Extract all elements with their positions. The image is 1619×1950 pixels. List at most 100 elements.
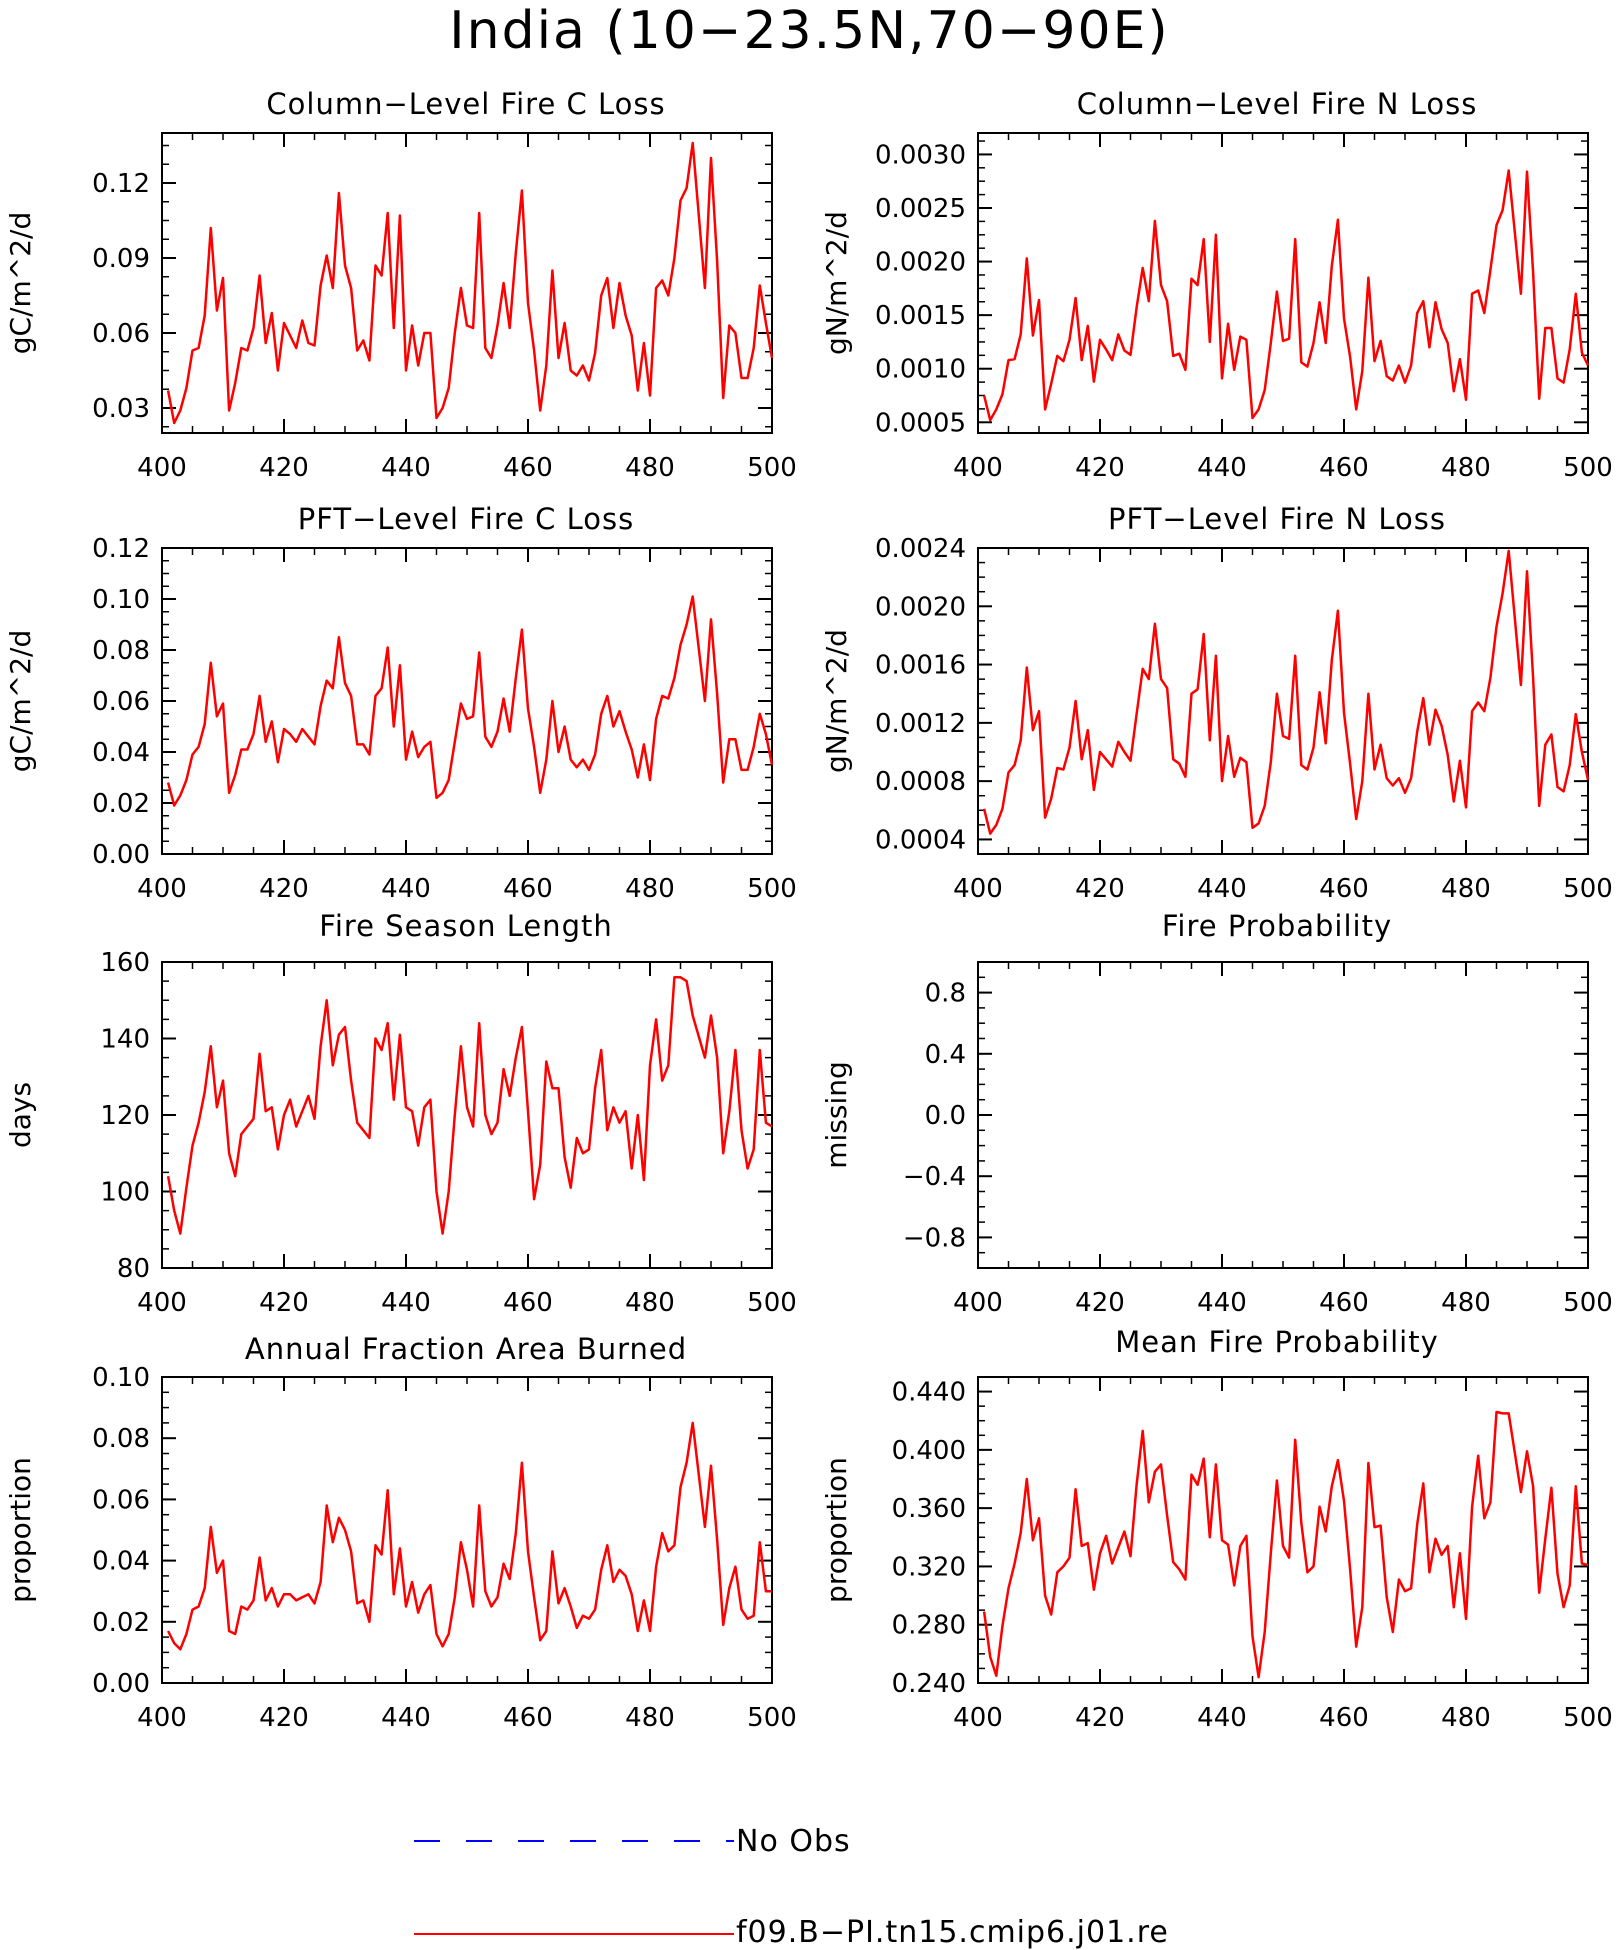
chart-panel-8: 400 420 440 460 480 500 0.240 0.280 0.320 0.360 0.… [820, 1376, 1613, 1733]
y-tick-label: 0.360 [892, 1494, 966, 1524]
x-tick-label: 440 [1197, 1288, 1247, 1318]
x-tick-label: 480 [625, 874, 675, 904]
y-axis-label: gC/m^2/d [4, 212, 37, 355]
y-tick-label: 0.8 [925, 979, 966, 1009]
y-tick-label: 0.280 [892, 1611, 966, 1641]
y-tick-label: 160 [100, 948, 150, 978]
y-tick-label: 0.03 [92, 394, 150, 424]
y-tick-label: 0.09 [92, 244, 150, 274]
y-tick-label: 0.4 [925, 1040, 966, 1070]
panel-title-8: Mean Fire Probability [1115, 1325, 1439, 1359]
series-line [982, 1410, 1589, 1679]
x-tick-label: 460 [503, 874, 553, 904]
legend-label-model: f09.B−PI.tn15.cmip6.j01.re [736, 1915, 1169, 1950]
x-tick-label: 420 [259, 1288, 309, 1318]
panel-title-4: PFT−Level Fire N Loss [1108, 502, 1446, 536]
panel-title-6: Fire Probability [1161, 909, 1393, 943]
plot-frame [977, 132, 1589, 434]
y-tick-label: 0.0015 [875, 301, 966, 331]
x-tick-label: 460 [503, 1288, 553, 1318]
x-tick-label: 440 [381, 1288, 431, 1318]
x-tick-label: 480 [625, 1288, 675, 1318]
panel-title-3: PFT−Level Fire C Loss [297, 502, 635, 536]
x-tick-label: 420 [1075, 453, 1125, 483]
x-tick-label: 460 [503, 1703, 553, 1733]
x-tick-label: 400 [137, 453, 187, 483]
y-tick-label: 0.240 [892, 1669, 966, 1699]
x-tick-label: 440 [1197, 453, 1247, 483]
series-line [166, 141, 774, 425]
x-tick-label: 400 [137, 874, 187, 904]
chart-panel-1: 400 420 440 460 480 500 0.03 0.06 0.09 0.12 gC/m^2… [4, 132, 797, 483]
y-tick-label: 0.06 [92, 687, 150, 717]
y-tick-label: 0.0030 [875, 140, 966, 170]
y-tick-label: 0.0010 [875, 355, 966, 385]
x-tick-label: 500 [1563, 453, 1613, 483]
y-tick-label: 0.00 [92, 840, 150, 870]
y-tick-label: 0.0008 [875, 767, 966, 797]
y-tick-label: 0.12 [92, 169, 150, 199]
y-tick-label: 0.12 [92, 534, 150, 564]
x-tick-label: 440 [1197, 874, 1247, 904]
y-tick-label: 0.0024 [875, 534, 966, 564]
x-tick-label: 400 [953, 453, 1003, 483]
y-tick-label: 0.08 [92, 1424, 150, 1454]
series-line [166, 976, 773, 1235]
x-tick-label: 400 [137, 1288, 187, 1318]
y-axis-label: days [4, 1082, 37, 1148]
plot-frame [161, 1376, 773, 1684]
chart-panel-7: 400 420 440 460 480 500 0.00 0.02 0.04 0.06 0.08 0.… [4, 1363, 797, 1733]
series-line [982, 169, 1590, 422]
x-tick-label: 460 [503, 453, 553, 483]
chart-panel-3: 400 420 440 460 480 500 0.00 0.02 0.04 0.06 0.08 0.… [4, 534, 797, 904]
y-tick-label: −0.4 [903, 1162, 966, 1192]
x-tick-label: 440 [1197, 1703, 1247, 1733]
panel-title-1: Column−Level Fire C Loss [266, 87, 666, 121]
x-tick-label: 420 [259, 1703, 309, 1733]
x-tick-label: 460 [1319, 453, 1369, 483]
y-tick-label: 0.04 [92, 1547, 150, 1577]
y-tick-label: 0.0005 [875, 408, 966, 438]
y-tick-label: 0.08 [92, 636, 150, 666]
y-tick-label: 0.320 [892, 1552, 966, 1582]
y-tick-label: 0.0016 [875, 651, 966, 681]
x-tick-label: 480 [1441, 1703, 1491, 1733]
y-axis-label: proportion [820, 1457, 853, 1603]
panel-title-2: Column−Level Fire N Loss [1076, 87, 1478, 121]
y-axis-label: gC/m^2/d [4, 630, 37, 773]
x-tick-label: 420 [1075, 1288, 1125, 1318]
series-line [166, 1421, 772, 1651]
x-tick-label: 500 [747, 453, 797, 483]
legend-label-no-obs: No Obs [736, 1824, 851, 1859]
plot-frame [161, 547, 773, 855]
y-tick-label: 0.00 [92, 1669, 150, 1699]
x-tick-label: 440 [381, 1703, 431, 1733]
x-tick-label: 480 [1441, 1288, 1491, 1318]
x-tick-label: 500 [1563, 1703, 1613, 1733]
y-tick-label: 120 [100, 1101, 150, 1131]
y-axis-label: missing [820, 1061, 853, 1169]
y-axis-label: gN/m^2/d [820, 629, 853, 773]
chart-panel-6: 400 420 440 460 480 500 −0.8 −0.4 0.0 0.4 0.8 missi… [820, 961, 1613, 1318]
x-tick-label: 420 [1075, 874, 1125, 904]
y-tick-label: 80 [117, 1254, 150, 1284]
y-tick-label: 0.02 [92, 1608, 150, 1638]
y-tick-label: 0.06 [92, 1485, 150, 1515]
y-tick-label: 0.06 [92, 319, 150, 349]
x-tick-label: 500 [747, 1288, 797, 1318]
plot-frame [161, 132, 773, 434]
legend-line-model [414, 1933, 734, 1935]
y-tick-label: 0.02 [92, 789, 150, 819]
chart-panel-4: 400 420 440 460 480 500 0.0004 0.0008 0.0012 0.00… [820, 534, 1613, 904]
y-axis-label: gN/m^2/d [820, 211, 853, 355]
series-line [982, 549, 1590, 835]
figure-title: India (10−23.5N,70−90E) [449, 1, 1170, 61]
y-tick-label: 0.10 [92, 585, 150, 615]
x-tick-label: 400 [137, 1703, 187, 1733]
x-tick-label: 420 [259, 874, 309, 904]
legend-line-no-obs [414, 1840, 734, 1842]
y-tick-label: 0.440 [892, 1378, 966, 1408]
y-tick-label: 140 [100, 1025, 150, 1055]
chart-panel-2: 400 420 440 460 480 500 0.0005 0.0010 0.0015 0.00… [820, 132, 1613, 483]
